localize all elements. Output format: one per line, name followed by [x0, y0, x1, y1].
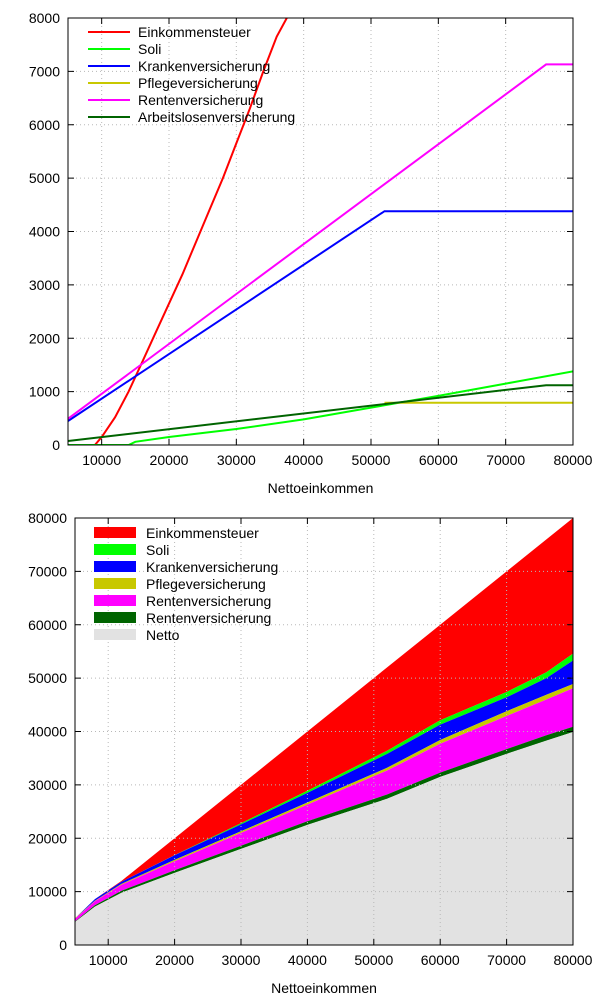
top-xtick-label-7: 80000	[554, 452, 593, 468]
bottom-legend-label-rentenversicherung-5: Rentenversicherung	[146, 610, 271, 626]
bottom-band-rentenversicherung-5	[75, 726, 573, 922]
bottom-legend-swatch-soli-1	[94, 544, 136, 555]
bottom-ytick-label-7: 70000	[28, 563, 67, 579]
top-xtick-label-3: 40000	[284, 452, 323, 468]
bottom-legend-swatch-pflegeversicherung-3	[94, 578, 136, 589]
top-ytick-label-6: 6000	[29, 117, 60, 133]
bottom-ytick-label-0: 0	[59, 937, 67, 953]
bottom-ytick-label-4: 40000	[28, 724, 67, 740]
top-legend-label-arbeitslosenversicherung: Arbeitslosenversicherung	[138, 109, 295, 125]
bottom-xtick-label-7: 80000	[554, 952, 593, 968]
top-series-line-rentenversicherung	[68, 63, 573, 420]
top-ytick-label-7: 7000	[29, 63, 60, 79]
line-chart: EinkommensteuerSoliKrankenversicherungPf…	[29, 10, 593, 496]
bottom-band-rentenversicherung-4	[75, 688, 573, 922]
top-xtick-label-4: 50000	[352, 452, 391, 468]
bottom-band-krankenversicherung-2	[75, 660, 573, 919]
bottom-ytick-label-3: 30000	[28, 777, 67, 793]
top-ytick-label-2: 2000	[29, 330, 60, 346]
bottom-legend-label-soli-1: Soli	[146, 542, 169, 558]
bottom-xtick-label-1: 20000	[155, 952, 194, 968]
area-chart: EinkommensteuerSoliKrankenversicherungPf…	[28, 510, 593, 996]
top-xtick-label-2: 30000	[217, 452, 256, 468]
top-ytick-label-5: 5000	[29, 170, 60, 186]
bottom-legend-swatch-netto-6	[94, 629, 136, 640]
bottom-legend-swatch-rentenversicherung-4	[94, 595, 136, 606]
top-legend-label-einkommensteuer: Einkommensteuer	[138, 24, 251, 40]
bottom-ytick-label-5: 50000	[28, 670, 67, 686]
top-legend-label-rentenversicherung: Rentenversicherung	[138, 92, 263, 108]
top-legend-label-pflegeversicherung: Pflegeversicherung	[138, 75, 258, 91]
top-ytick-label-8: 8000	[29, 10, 60, 26]
bottom-legend-swatch-einkommensteuer-0	[94, 527, 136, 538]
bottom-band-soli-1	[75, 653, 573, 919]
bottom-ytick-label-8: 80000	[28, 510, 67, 526]
top-legend-label-krankenversicherung: Krankenversicherung	[138, 58, 270, 74]
top-series-line-einkommensteuer	[94, 18, 288, 445]
bottom-xtick-label-2: 30000	[222, 952, 261, 968]
bottom-band-einkommensteuer-0	[75, 518, 573, 919]
bottom-ytick-label-2: 20000	[28, 830, 67, 846]
bottom-xtick-label-3: 40000	[288, 952, 327, 968]
bottom-legend-label-pflegeversicherung-3: Pflegeversicherung	[146, 576, 266, 592]
bottom-xtick-label-0: 10000	[89, 952, 128, 968]
bottom-legend-swatch-rentenversicherung-5	[94, 612, 136, 623]
top-ytick-label-3: 3000	[29, 277, 60, 293]
bottom-legend-label-netto-6: Netto	[146, 627, 180, 643]
top-x-axis-label: Nettoeinkommen	[268, 480, 374, 496]
top-ytick-label-0: 0	[52, 437, 60, 453]
top-series-line-soli	[68, 370, 573, 445]
top-xtick-label-5: 60000	[419, 452, 458, 468]
top-xtick-label-1: 20000	[150, 452, 189, 468]
bottom-legend-label-krankenversicherung-2: Krankenversicherung	[146, 559, 278, 575]
bottom-xtick-label-6: 70000	[487, 952, 526, 968]
top-series-line-krankenversicherung	[68, 210, 573, 422]
top-xtick-label-0: 10000	[82, 452, 121, 468]
bottom-band-pflegeversicherung-3	[75, 684, 573, 919]
bottom-legend-swatch-krankenversicherung-2	[94, 561, 136, 572]
top-series-line-arbeitslosenversicherung	[68, 384, 573, 442]
bottom-xtick-label-4: 50000	[354, 952, 393, 968]
top-xtick-label-6: 70000	[486, 452, 525, 468]
bottom-legend-label-rentenversicherung-4: Rentenversicherung	[146, 593, 271, 609]
top-legend-label-soli: Soli	[138, 41, 161, 57]
bottom-x-axis-label: Nettoeinkommen	[271, 980, 377, 996]
bottom-xtick-label-5: 60000	[421, 952, 460, 968]
bottom-ytick-label-6: 60000	[28, 617, 67, 633]
bottom-legend-label-einkommensteuer-0: Einkommensteuer	[146, 525, 259, 541]
bottom-ytick-label-1: 10000	[28, 884, 67, 900]
top-ytick-label-1: 1000	[29, 384, 60, 400]
top-ytick-label-4: 4000	[29, 224, 60, 240]
